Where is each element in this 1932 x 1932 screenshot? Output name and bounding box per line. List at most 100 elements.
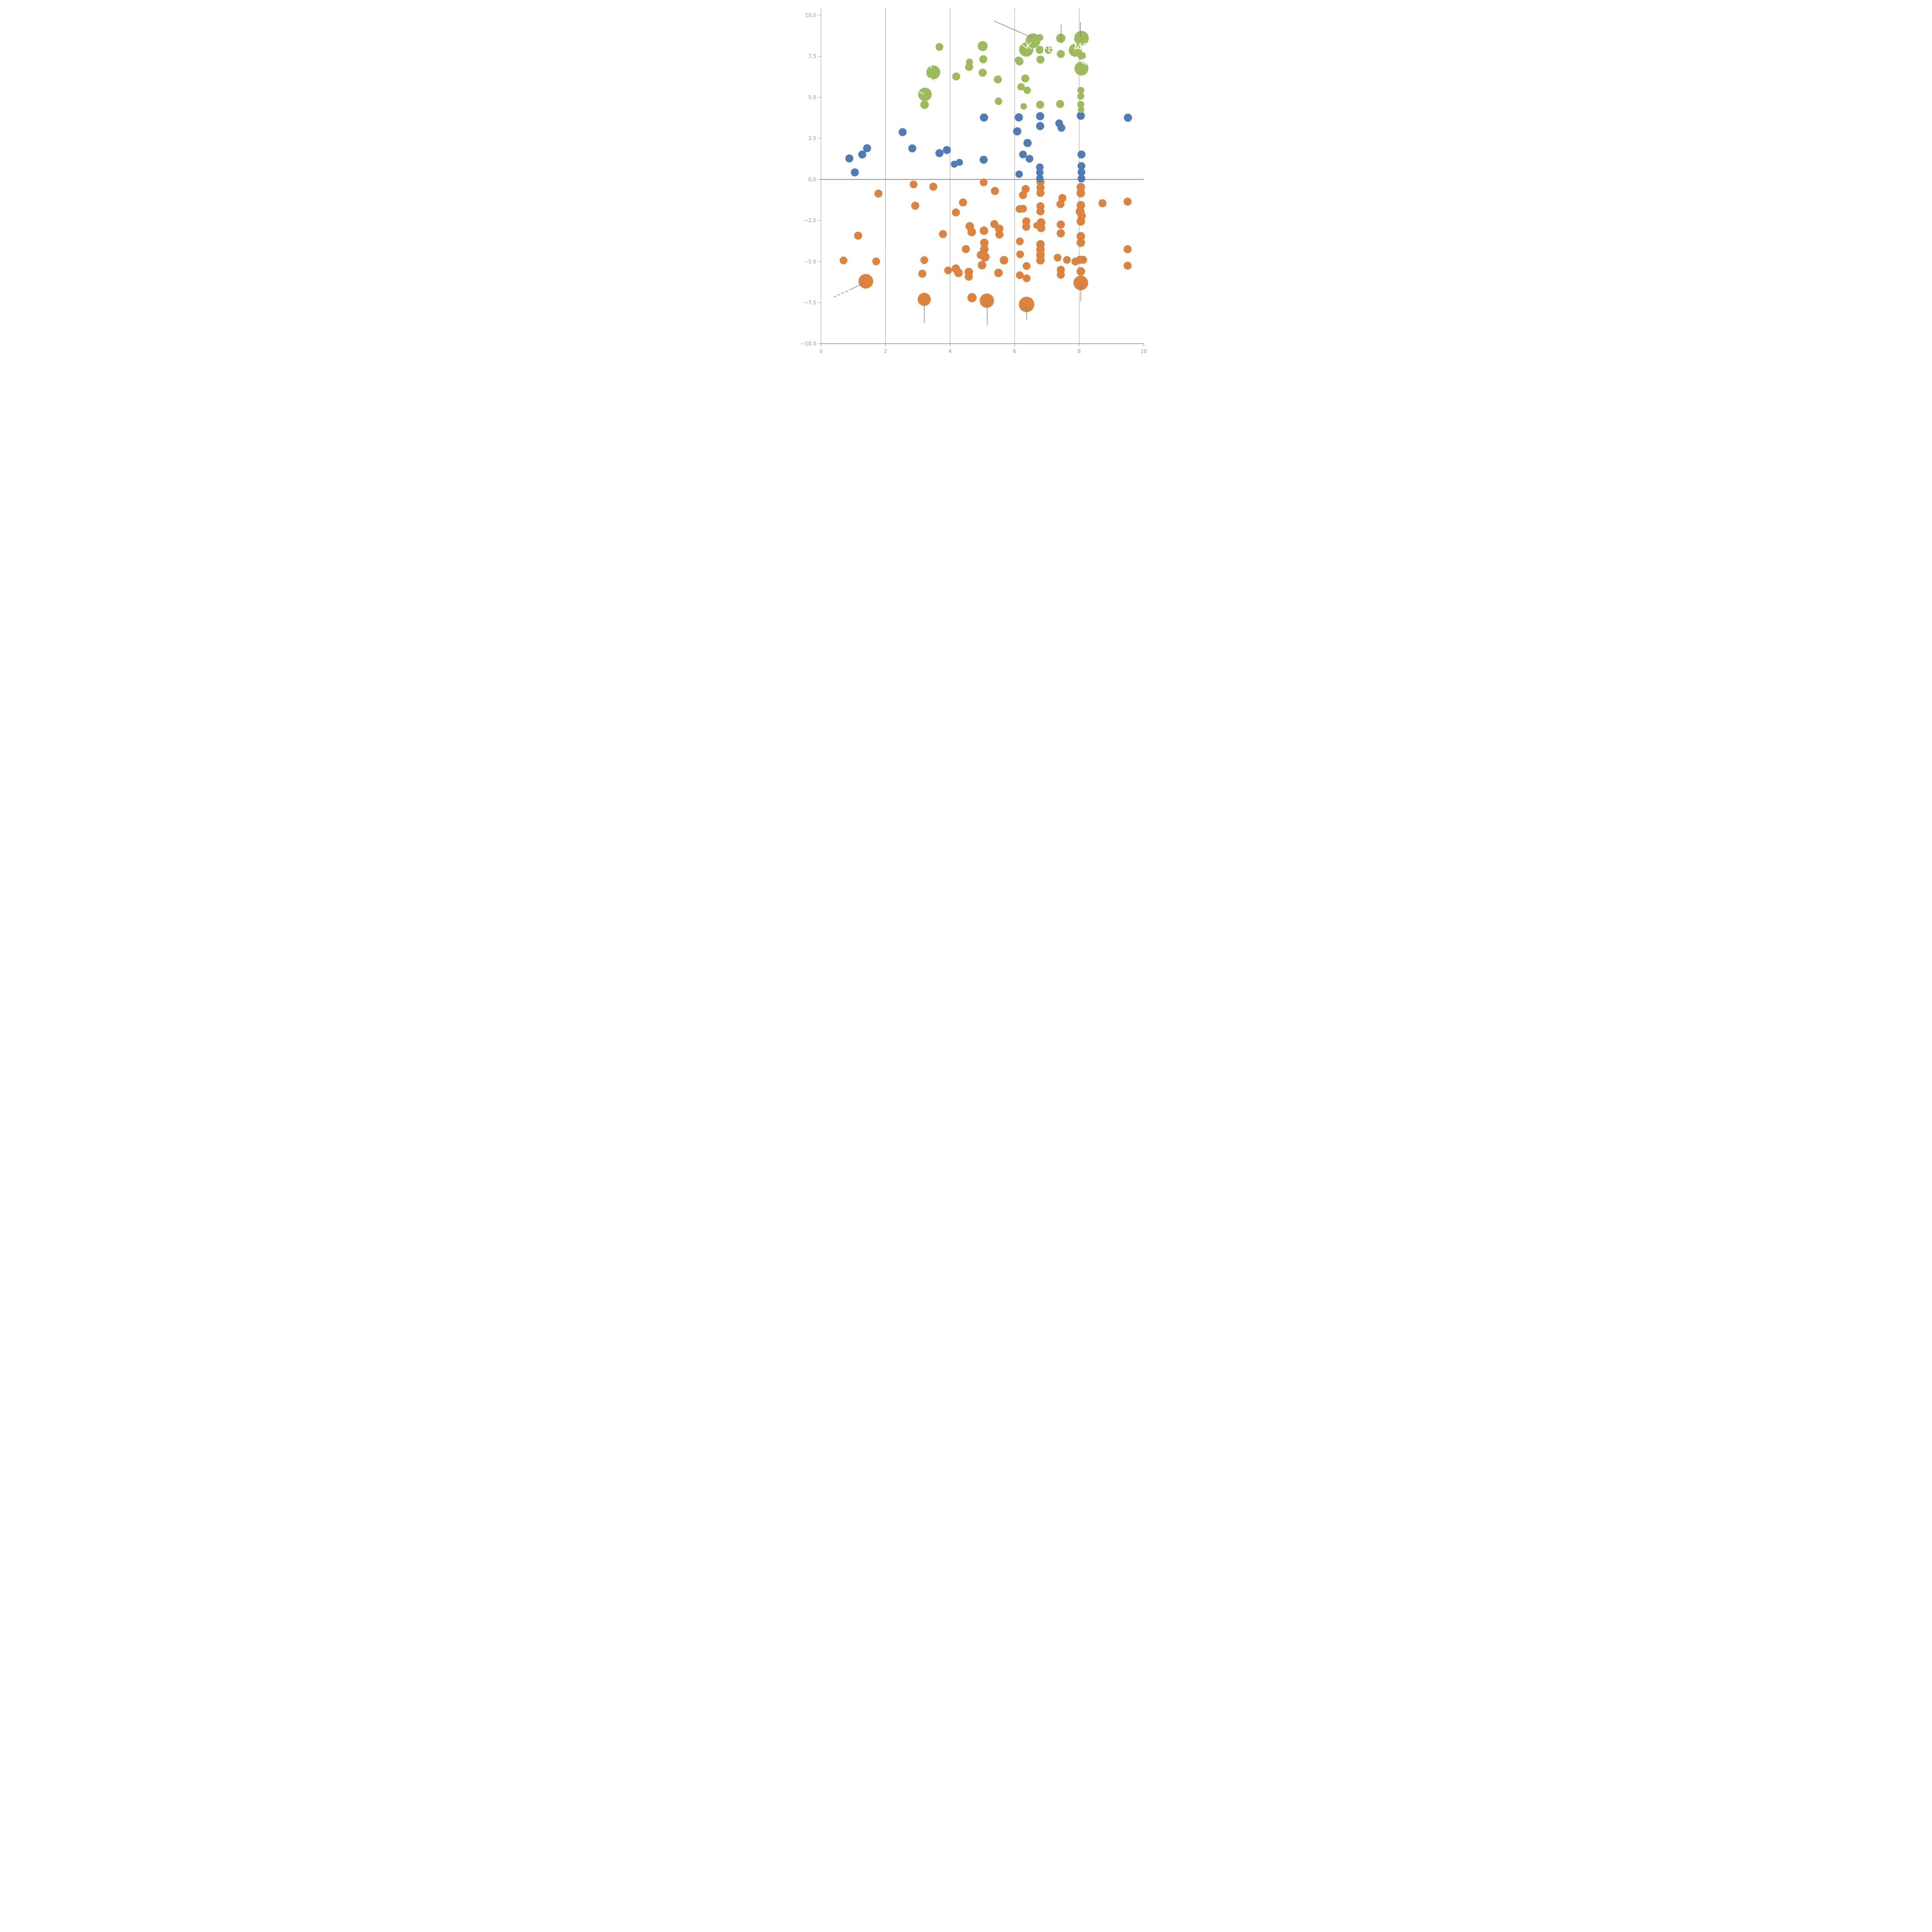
cluster-green-point	[920, 100, 929, 109]
cluster-blue-point	[1077, 162, 1085, 170]
cluster-orange-point	[978, 261, 986, 270]
cluster-green-point	[1056, 100, 1065, 108]
cluster-green-point	[1036, 34, 1044, 41]
cluster-orange-point	[1077, 189, 1085, 197]
cluster-orange-point	[952, 208, 960, 217]
cluster-blue-point	[1015, 170, 1023, 178]
cluster-orange-point	[1077, 217, 1085, 226]
cluster-blue-point	[1057, 124, 1065, 132]
cluster-orange-point	[1037, 223, 1046, 232]
y-tick-label: 0.0	[808, 177, 816, 183]
point-label: M	[924, 60, 932, 71]
cluster-orange-point	[980, 293, 994, 308]
cluster-green-point	[979, 55, 988, 63]
cluster-green-point	[978, 41, 988, 51]
y-tick-label: −2.5	[804, 218, 816, 224]
cluster-blue-point	[1124, 114, 1132, 122]
cluster-green-point	[1078, 106, 1085, 113]
cluster-blue-point	[956, 159, 963, 166]
cluster-green-point	[1036, 46, 1044, 54]
cluster-orange-point	[1058, 194, 1066, 202]
cluster-green-point	[993, 75, 1002, 83]
point-label: e	[918, 80, 923, 90]
cluster-orange-point	[995, 230, 1003, 239]
annotation-leader-line	[851, 282, 865, 289]
cluster-orange-point	[1021, 185, 1030, 193]
cluster-orange-point	[872, 257, 880, 265]
cluster-blue-point	[935, 149, 944, 157]
cluster-green-point	[1056, 50, 1065, 58]
cluster-blue-point	[908, 144, 917, 153]
cluster-blue-point	[1077, 168, 1085, 176]
cluster-blue-point	[1036, 112, 1044, 121]
cluster-orange-point	[991, 187, 999, 195]
cluster-orange-point	[1056, 229, 1065, 238]
x-tick-label: 8	[1078, 349, 1081, 354]
cluster-blue-point	[1077, 175, 1085, 183]
pale-stroke	[917, 90, 924, 95]
cluster-green-point	[995, 97, 1002, 105]
cluster-green-point	[918, 87, 932, 101]
y-tick-label: −10.0	[801, 341, 816, 347]
cluster-orange-point	[954, 269, 963, 277]
cluster-orange-point	[1016, 250, 1024, 259]
cluster-orange-point	[1077, 232, 1085, 241]
point-label: K	[1026, 41, 1032, 51]
cluster-orange-point	[1022, 262, 1031, 270]
cluster-orange-point	[1019, 205, 1027, 213]
cluster-orange-point	[1123, 245, 1132, 253]
cluster-green-point	[1017, 83, 1025, 91]
cluster-blue-point	[845, 154, 854, 163]
pale-stroke	[929, 77, 936, 83]
cluster-blue-point	[980, 113, 988, 122]
cluster-blue-point	[1036, 175, 1044, 182]
cluster-blue-point	[898, 128, 907, 136]
cluster-green-point	[1077, 87, 1085, 94]
cluster-orange-point	[1056, 200, 1065, 208]
cluster-orange-point	[1077, 183, 1085, 192]
cluster-orange-point	[980, 179, 988, 187]
cluster-orange-point	[1036, 256, 1045, 265]
cluster-orange-point	[1123, 197, 1132, 206]
cluster-green-point	[1056, 33, 1066, 43]
cluster-orange-point	[964, 272, 973, 281]
cluster-orange-point	[980, 226, 988, 235]
cluster-orange-point	[1000, 256, 1009, 265]
cluster-orange-point	[967, 228, 976, 236]
cluster-blue-point	[850, 168, 859, 177]
cluster-blue-point	[863, 144, 871, 153]
cluster-orange-point	[980, 238, 989, 247]
cluster-green-point	[978, 68, 987, 77]
cluster-orange-point	[1036, 189, 1045, 197]
cluster-orange-point	[944, 266, 952, 274]
cluster-blue-point	[943, 146, 951, 154]
cluster-blue-point	[1036, 122, 1044, 130]
cluster-green-point	[1036, 100, 1044, 109]
x-tick-label: 6	[1013, 349, 1016, 354]
cluster-orange-point	[1056, 220, 1065, 229]
cluster-green-point	[926, 65, 940, 80]
cluster-green-point	[966, 58, 973, 66]
cluster-orange-point	[1123, 262, 1132, 270]
cluster-orange-point	[1036, 207, 1045, 216]
cluster-orange-point	[995, 224, 1003, 233]
cluster-orange-point	[1073, 276, 1088, 291]
cluster-orange-point	[920, 256, 928, 264]
y-tick-label: −5.0	[804, 259, 816, 265]
annotation-leader-line	[833, 289, 852, 298]
cluster-green-point	[935, 43, 944, 51]
cluster-orange-point	[1019, 296, 1034, 312]
cluster-blue-point	[1023, 139, 1032, 147]
cluster-orange-point	[1016, 271, 1024, 279]
cluster-orange-point	[858, 274, 873, 289]
cluster-green-point	[1020, 103, 1027, 110]
cluster-blue-point	[1019, 150, 1027, 158]
point-label: MC	[1074, 41, 1088, 52]
cluster-orange-point	[1077, 267, 1085, 276]
cluster-orange-point	[1022, 274, 1031, 282]
cluster-orange-point	[962, 245, 970, 253]
cluster-orange-point	[1019, 191, 1027, 199]
cluster-green-point	[1044, 46, 1053, 54]
cluster-orange-point	[959, 198, 967, 207]
